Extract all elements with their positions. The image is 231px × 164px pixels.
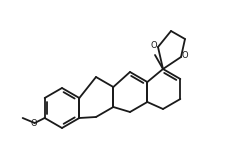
- Text: O: O: [30, 120, 37, 129]
- Text: O: O: [181, 51, 188, 61]
- Text: O: O: [150, 41, 156, 51]
